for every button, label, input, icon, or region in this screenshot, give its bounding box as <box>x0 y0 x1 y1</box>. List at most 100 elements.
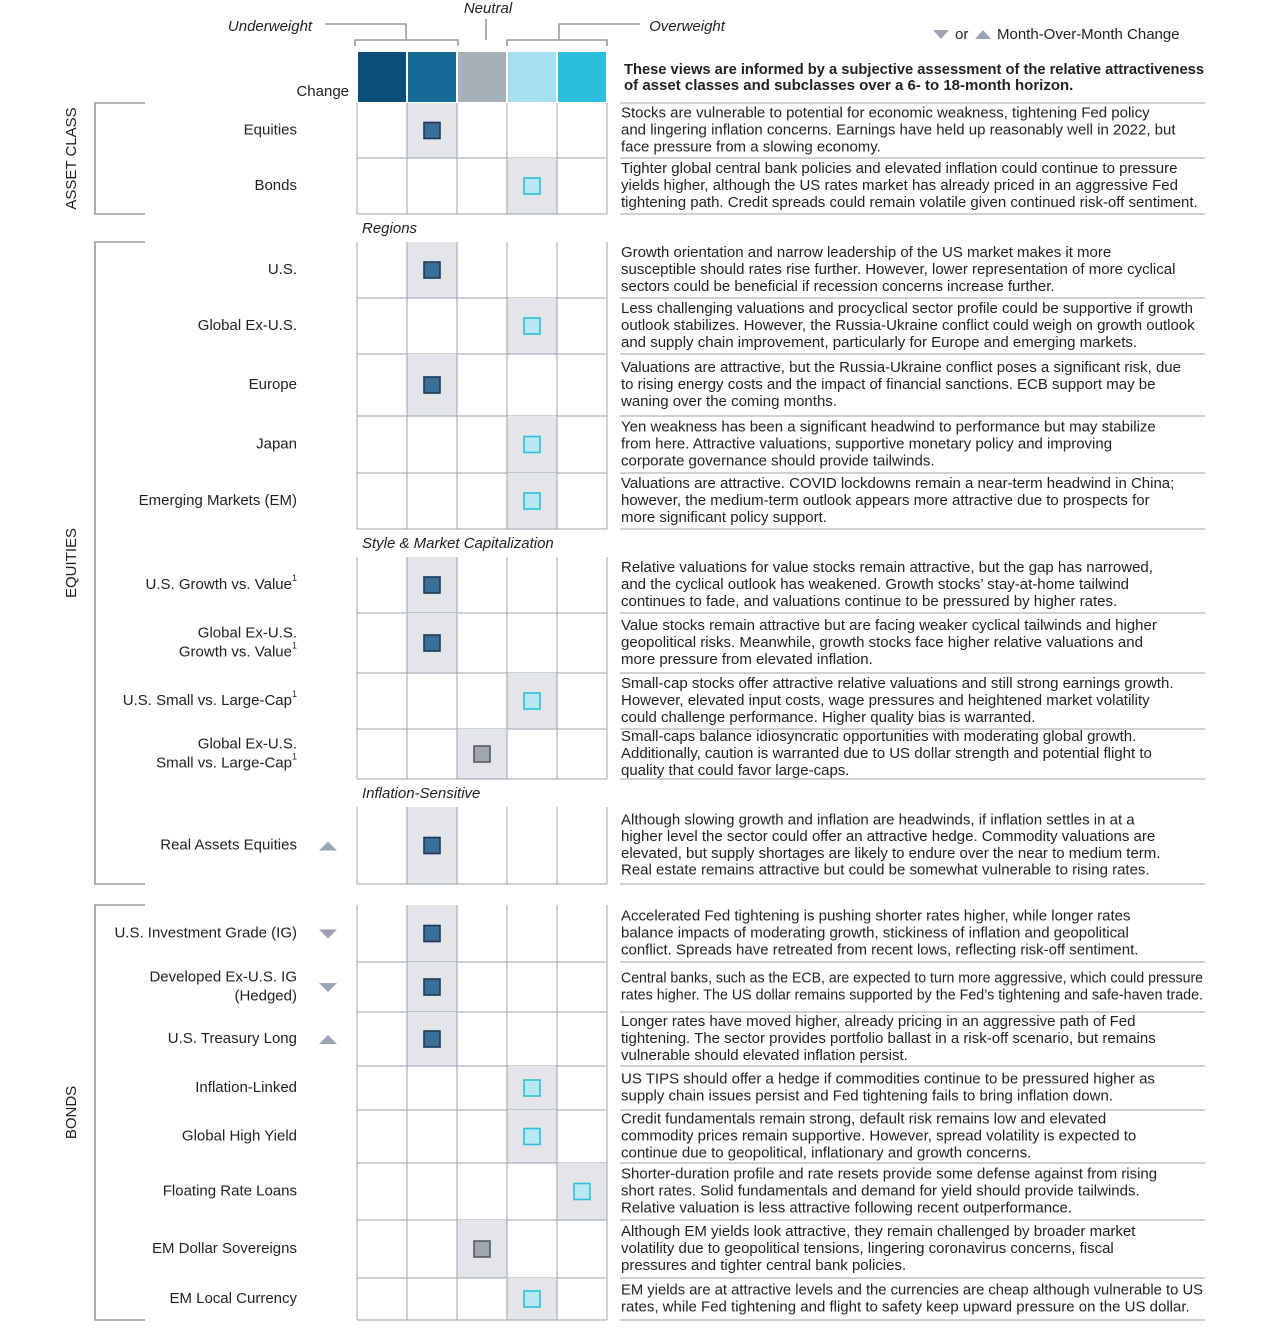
view-marker <box>473 745 491 763</box>
row-description: from here. Attractive valuations, suppor… <box>621 435 1112 452</box>
row-label: Europe <box>249 376 297 393</box>
row-label-text: Growth vs. Value <box>179 643 292 660</box>
row-label-text: EM Dollar Sovereigns <box>152 1240 297 1257</box>
row-label: Growth vs. Value1 <box>179 641 297 661</box>
row-label: EM Dollar Sovereigns <box>152 1240 297 1257</box>
row-label: U.S. <box>268 261 297 278</box>
view-marker <box>423 121 441 140</box>
row-label: Global Ex-U.S. <box>198 624 297 641</box>
row-description: Accelerated Fed tightening is pushing sh… <box>621 908 1130 925</box>
scale-box <box>508 52 556 102</box>
row-description: more pressure from elevated inflation. <box>621 651 873 668</box>
footnote: 1 <box>292 689 297 699</box>
row-label-text: Global Ex-U.S. <box>198 624 297 641</box>
row-label-text: Small vs. Large-Cap <box>156 754 292 771</box>
row-label-text: Developed Ex-U.S. IG <box>149 968 297 985</box>
change-label: Change <box>296 83 349 100</box>
subheading: Inflation-Sensitive <box>362 785 480 802</box>
row-label-text: Real Assets Equities <box>160 836 297 853</box>
row-label-text: U.S. Small vs. Large-Cap <box>123 692 292 709</box>
row-description: Shorter-duration profile and rate resets… <box>621 1166 1157 1183</box>
row-description: rates, while Fed tightening and flight t… <box>621 1298 1190 1315</box>
row-description: volatility due to geopolitical tensions,… <box>621 1240 1114 1257</box>
row-description: sectors could be beneficial if recession… <box>621 278 1055 295</box>
row-description: Small-cap stocks offer attractive relati… <box>621 675 1173 692</box>
view-marker <box>523 1127 541 1146</box>
row-description: EM yields are at attractive levels and t… <box>621 1282 1203 1299</box>
row-description: Less challenging valuations and procycli… <box>621 300 1193 317</box>
row-description: elevated, but supply shortages are likel… <box>621 845 1160 862</box>
row-description: and lingering inflation concerns. Earnin… <box>621 121 1176 138</box>
section-label: EQUITIES <box>63 528 80 598</box>
row-description: rates higher. The US dollar remains supp… <box>621 986 1203 1003</box>
row-label: Global High Yield <box>182 1127 297 1144</box>
row-label: U.S. Growth vs. Value1 <box>146 573 297 593</box>
footnote: 1 <box>292 641 297 651</box>
row-label-text: Global High Yield <box>182 1127 297 1144</box>
legend-up-arrow <box>975 30 991 39</box>
row-description: more significant policy support. <box>621 509 827 526</box>
row-description: pressures and tighter central bank polic… <box>621 1257 906 1274</box>
row-description: tightening path. Credit spreads could re… <box>621 194 1198 211</box>
row-label-text: EM Local Currency <box>169 1290 297 1307</box>
row-description: and supply chain improvement, particular… <box>621 334 1137 351</box>
row-label: Bonds <box>254 177 297 194</box>
row-description: Growth orientation and narrow leadership… <box>621 244 1111 261</box>
underweight-bracket <box>325 23 459 46</box>
row-description: outlook stabilizes. However, the Russia-… <box>621 317 1195 334</box>
row-description: short rates. Solid fundamentals and dema… <box>621 1182 1140 1199</box>
neutral-label: Neutral <box>464 0 513 17</box>
section-label: ASSET CLASS <box>63 107 80 209</box>
change-up <box>319 1035 337 1044</box>
view-marker <box>523 492 541 510</box>
row-description: to rising energy costs and the impact of… <box>621 376 1155 393</box>
view-marker <box>423 1030 441 1048</box>
row-label: U.S. Treasury Long <box>168 1030 297 1047</box>
section-bracket <box>94 241 145 885</box>
row-description: face pressure from a slowing economy. <box>621 138 881 155</box>
row-description: however, the medium-term outlook appears… <box>621 492 1150 509</box>
row-label: EM Local Currency <box>169 1290 297 1307</box>
row-description: waning over the coming months. <box>620 393 837 410</box>
row-description: conflict. Spreads have retreated from re… <box>621 941 1138 958</box>
row-label: Floating Rate Loans <box>163 1182 297 1199</box>
intro-line: These views are informed by a subjective… <box>624 61 1204 78</box>
view-marker <box>523 692 541 710</box>
row-description: vulnerable should elevated inflation per… <box>621 1047 908 1064</box>
row-description: US TIPS should offer a hedge if commodit… <box>621 1071 1155 1088</box>
subheading: Style & Market Capitalization <box>362 535 554 552</box>
legend-down-arrow <box>933 30 949 39</box>
row-label-text: (Hedged) <box>234 987 297 1004</box>
row-label: Developed Ex-U.S. IG <box>149 968 297 985</box>
row-label-text: U.S. <box>268 261 297 278</box>
row-label-text: U.S. Investment Grade (IG) <box>114 924 297 941</box>
row-description: Yen weakness has been a significant head… <box>621 419 1156 436</box>
footnote: 1 <box>292 752 297 762</box>
row-label-text: U.S. Growth vs. Value <box>146 576 292 593</box>
row-label: Emerging Markets (EM) <box>139 492 297 509</box>
scale-box <box>558 52 606 102</box>
row-label: Small vs. Large-Cap1 <box>156 752 297 772</box>
row-description: However, elevated input costs, wage pres… <box>621 692 1150 709</box>
row-description: susceptible should rates rise further. H… <box>621 261 1175 278</box>
change-down <box>319 983 337 992</box>
view-marker <box>423 978 441 996</box>
view-marker <box>423 634 441 652</box>
footnote: 1 <box>292 573 297 583</box>
subheading: Regions <box>362 220 418 237</box>
row-description: commodity prices remain supportive. Howe… <box>621 1127 1136 1144</box>
row-label-text: U.S. Treasury Long <box>168 1030 297 1047</box>
row-description: Credit fundamentals remain strong, defau… <box>621 1111 1106 1128</box>
row-label-text: Bonds <box>254 177 297 194</box>
view-marker <box>423 836 441 855</box>
row-label-text: Emerging Markets (EM) <box>139 492 297 509</box>
row-description: and the cyclical outlook has weakened. G… <box>621 576 1129 593</box>
scale-box <box>358 52 406 102</box>
row-description: quality that could favor large-caps. <box>621 762 849 779</box>
row-description: continue due to geopolitical, inflationa… <box>621 1144 1031 1161</box>
row-description: Value stocks remain attractive but are f… <box>621 617 1157 634</box>
row-description: Valuations are attractive, but the Russi… <box>621 359 1181 376</box>
overweight-bracket <box>506 23 640 46</box>
row-label: Inflation-Linked <box>195 1079 297 1096</box>
